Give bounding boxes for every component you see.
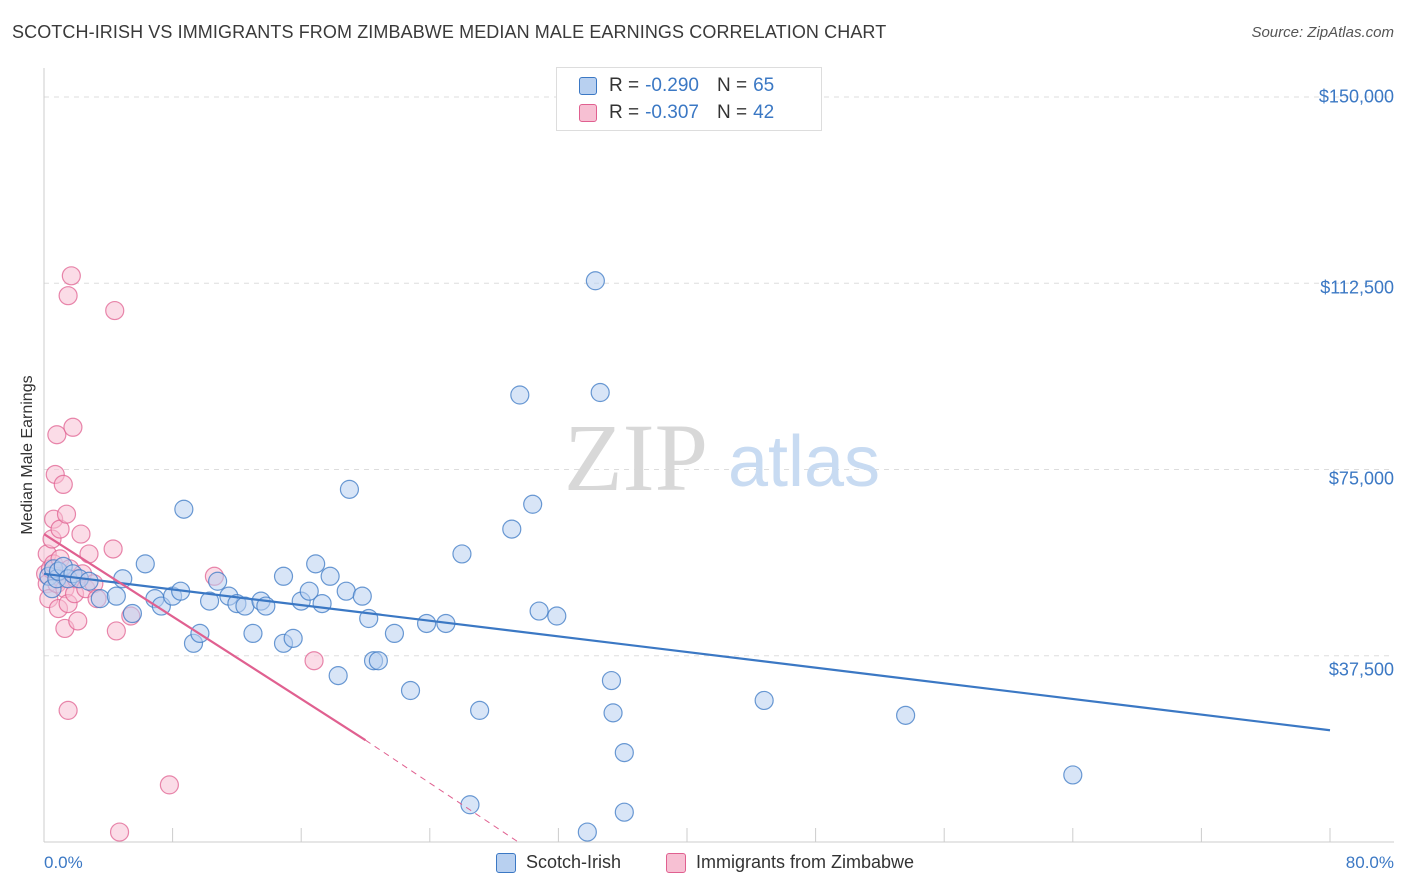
zimbabwe-point	[103, 539, 123, 559]
zimbabwe-point	[68, 611, 88, 631]
zimbabwe-point	[58, 700, 78, 720]
zimbabwe-point	[47, 425, 67, 445]
trendlines	[43, 533, 1331, 843]
zimbabwe-point	[109, 822, 130, 842]
zimbabwe-point	[79, 544, 99, 564]
scotch-irish-point	[299, 581, 319, 601]
bottom-legend-label: Scotch-Irish	[526, 852, 622, 872]
scotch-irish-point	[208, 571, 228, 591]
scotch-irish-point	[452, 544, 472, 564]
scotch-irish-point	[754, 690, 774, 711]
y-tick-label: $150,000	[1318, 86, 1394, 107]
legend-n-label: N =	[716, 102, 748, 123]
scotch-irish-point	[603, 703, 623, 723]
pink-swatch-icon	[666, 852, 686, 873]
zimbabwe-point	[71, 524, 91, 544]
bottom-legend-zimbabwe: Immigrants from Zimbabwe	[666, 852, 914, 873]
scotch-irish-point	[585, 271, 605, 291]
scotch-irish-point	[368, 651, 388, 671]
series-scotch-irish-points	[39, 271, 1083, 842]
scotch-irish-point	[199, 591, 220, 611]
watermark-zip: ZIP	[564, 404, 708, 511]
blue-swatch-icon	[579, 77, 597, 95]
chart-title: SCOTCH-IRISH VS IMMIGRANTS FROM ZIMBABWE…	[12, 22, 887, 42]
scotch-irish-point	[320, 566, 340, 586]
zimbabwe-point	[304, 651, 324, 671]
zimbabwe-point	[56, 504, 77, 524]
zimbabwe-point	[105, 300, 125, 321]
scotch-irish-point	[460, 795, 480, 815]
pink-swatch-icon	[579, 104, 597, 122]
stats-legend: R = -0.290 N = 65 R = -0.307 N = 42	[556, 67, 822, 131]
scotch-irish-point	[336, 581, 356, 601]
scotch-irish-point	[547, 606, 567, 626]
legend-r-label: R =	[609, 75, 640, 96]
source-label: Source: ZipAtlas.com	[1251, 24, 1394, 41]
zimbabwe-point	[63, 417, 83, 437]
grid-lines	[44, 96, 1394, 657]
scotch-irish-point	[312, 593, 332, 614]
scotch-irish-point	[529, 601, 549, 621]
legend-row-zimbabwe: R = -0.307 N = 42	[579, 101, 774, 125]
legend-r-value: -0.290	[645, 75, 699, 96]
scotch-irish-point	[106, 586, 126, 606]
scotch-irish-point	[339, 479, 360, 499]
bottom-legend-label: Immigrants from Zimbabwe	[696, 852, 915, 872]
zimbabwe-point	[106, 621, 126, 641]
scotch-irish-point	[416, 613, 437, 634]
scotch-irish-point	[283, 628, 303, 648]
scotch-irish-point	[510, 385, 530, 405]
scotch-irish-point	[523, 494, 543, 514]
y-axis-label: Median Male Earnings	[19, 375, 36, 535]
zimbabwe-trendline	[43, 533, 367, 742]
zimbabwe-trendline	[365, 739, 519, 843]
legend-n-value: 65	[753, 75, 775, 96]
scotch-irish-point	[135, 554, 155, 574]
legend-r-value: -0.307	[645, 102, 699, 123]
x-tick-label-max: 80.0%	[1345, 853, 1394, 872]
legend-n-value: 42	[753, 102, 775, 123]
scotch-irish-point	[470, 700, 490, 720]
legend-r-label: R =	[609, 102, 640, 123]
scotch-irish-point	[577, 822, 597, 842]
scotch-irish-point	[273, 566, 294, 586]
blue-swatch-icon	[496, 852, 516, 873]
scotch-irish-point	[614, 802, 634, 822]
scotch-irish-point	[352, 586, 372, 606]
y-tick-label: $75,000	[1328, 468, 1394, 489]
y-tick-label: $37,500	[1328, 659, 1394, 680]
zimbabwe-point	[53, 474, 73, 494]
scotch-irish-trendline	[43, 572, 1331, 732]
watermark-atlas: atlas	[728, 422, 880, 502]
scotch-irish-point	[306, 554, 326, 574]
y-tick-label: $112,500	[1320, 277, 1394, 298]
axes	[43, 68, 1394, 843]
scotch-irish-point	[614, 742, 634, 763]
scotch-irish-point	[896, 705, 916, 725]
zimbabwe-point	[159, 775, 179, 795]
x-tick-label-min: 0.0%	[44, 853, 83, 872]
scotch-irish-point	[243, 623, 263, 644]
scotch-irish-point	[79, 571, 99, 591]
legend-row-scotch-irish: R = -0.290 N = 65	[579, 74, 774, 98]
scotch-irish-point	[384, 623, 405, 644]
legend-n-label: N =	[716, 75, 748, 96]
series-zimbabwe-points	[36, 266, 324, 842]
scotch-irish-point	[90, 589, 110, 609]
watermark: ZIP atlas	[564, 404, 880, 511]
zimbabwe-point	[61, 266, 81, 286]
scotch-irish-point	[328, 666, 348, 686]
scotch-irish-point	[502, 519, 522, 539]
scotch-irish-point	[590, 382, 610, 403]
zimbabwe-point	[58, 286, 78, 306]
scotch-irish-point	[1063, 765, 1083, 785]
scotch-irish-point	[174, 499, 194, 519]
scotch-irish-point	[400, 680, 421, 701]
scotch-irish-point	[122, 603, 143, 624]
scotch-irish-point	[601, 670, 622, 691]
bottom-legend-scotch-irish: Scotch-Irish	[496, 852, 621, 873]
